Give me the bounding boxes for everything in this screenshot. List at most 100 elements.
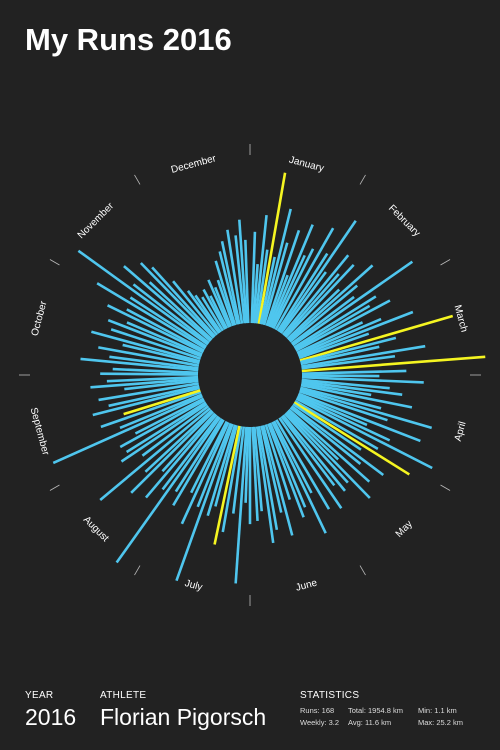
run-bar [301, 375, 424, 384]
run-bar [220, 240, 241, 325]
month-tick [359, 565, 366, 576]
run-bar [244, 239, 250, 324]
run-bar [291, 260, 414, 347]
month-label-january: January [288, 155, 325, 175]
run-bar [286, 288, 341, 340]
run-bar [281, 414, 346, 492]
run-bar [298, 310, 414, 358]
run-bar [262, 242, 289, 326]
run-bar [120, 402, 208, 463]
month-ticks [19, 144, 481, 606]
run-bar [253, 426, 264, 512]
run-bar [209, 295, 228, 330]
run-bar [260, 425, 283, 513]
run-bar [279, 271, 327, 334]
run-bar [110, 328, 202, 360]
run-bar [107, 318, 202, 358]
run-bar [207, 279, 231, 328]
run-bar [90, 377, 199, 389]
run-bar [77, 249, 209, 346]
run-bar [139, 262, 215, 339]
run-bar [295, 299, 391, 352]
run-bar [270, 254, 306, 329]
run-bar [295, 397, 433, 470]
run-bar [264, 424, 292, 501]
run-bar [298, 332, 370, 360]
run-bar [261, 208, 292, 325]
run-bar [296, 395, 391, 442]
run-bar [281, 254, 350, 336]
run-bar [290, 405, 385, 477]
month-label-november: November [76, 200, 117, 241]
run-bar [161, 415, 220, 491]
month-label-may: May [394, 519, 415, 540]
run-bar [301, 378, 390, 390]
run-bar [106, 304, 204, 354]
run-bar [112, 367, 199, 375]
run-bar [299, 388, 433, 430]
run-bar [298, 392, 421, 443]
run-bar [271, 421, 327, 534]
run-bar [296, 321, 364, 355]
run-bar [287, 408, 371, 483]
month-label-october: October [30, 299, 50, 337]
run-bar [216, 279, 235, 327]
run-bar [126, 308, 205, 352]
run-bar [172, 419, 225, 507]
run-bar [106, 375, 199, 383]
run-bar [129, 296, 208, 348]
month-label-september: September [28, 406, 51, 457]
run-bar [98, 346, 200, 367]
run-bar [221, 426, 243, 533]
run-bar [284, 263, 355, 339]
run-bar [234, 235, 246, 324]
run-bar [214, 286, 233, 328]
run-bar [301, 344, 426, 368]
run-bar [132, 283, 210, 345]
run-bar [298, 390, 388, 422]
run-bar [96, 282, 207, 350]
stat-total: Total: 1954.8 km [348, 706, 404, 715]
run-bar [272, 248, 315, 330]
run-bar [250, 231, 257, 324]
run-bar [148, 281, 213, 341]
stat-weekly: Weekly: 3.2 [300, 718, 340, 727]
run-bars [52, 172, 486, 584]
run-bar [126, 321, 203, 356]
run-bar [100, 390, 202, 429]
month-label-july: July [184, 578, 204, 593]
run-bar [52, 395, 204, 465]
month-tick [134, 565, 141, 576]
page-title: My Runs 2016 [25, 22, 232, 57]
run-bar [98, 382, 199, 402]
statistics-label: STATISTICS [300, 690, 360, 701]
run-bar [280, 415, 336, 487]
month-tick [359, 174, 366, 185]
month-tick [440, 259, 451, 266]
run-bar [299, 314, 454, 362]
run-bar [115, 416, 221, 564]
run-bar [172, 280, 219, 336]
year-value: 2016 [25, 704, 77, 730]
run-bar [213, 425, 241, 545]
run-bar [196, 422, 233, 508]
run-bar [301, 382, 372, 397]
run-bar [293, 295, 377, 349]
run-bar [202, 288, 227, 330]
run-bar [80, 357, 199, 372]
run-bar [293, 401, 410, 476]
run-bar [231, 426, 246, 514]
run-bar [125, 401, 207, 454]
run-bar [301, 354, 396, 370]
run-bar [190, 420, 228, 494]
run-bar [100, 372, 199, 376]
month-labels: January February March April May June July Augu… [28, 153, 470, 594]
run-bar [226, 229, 244, 324]
run-bar [301, 369, 407, 375]
run-bar [251, 426, 259, 522]
stat-avg: Avg: 11.6 km [348, 718, 392, 727]
run-bar [119, 399, 206, 449]
month-label-june: June [295, 577, 319, 593]
run-bar [91, 330, 201, 363]
run-bar [255, 426, 275, 544]
